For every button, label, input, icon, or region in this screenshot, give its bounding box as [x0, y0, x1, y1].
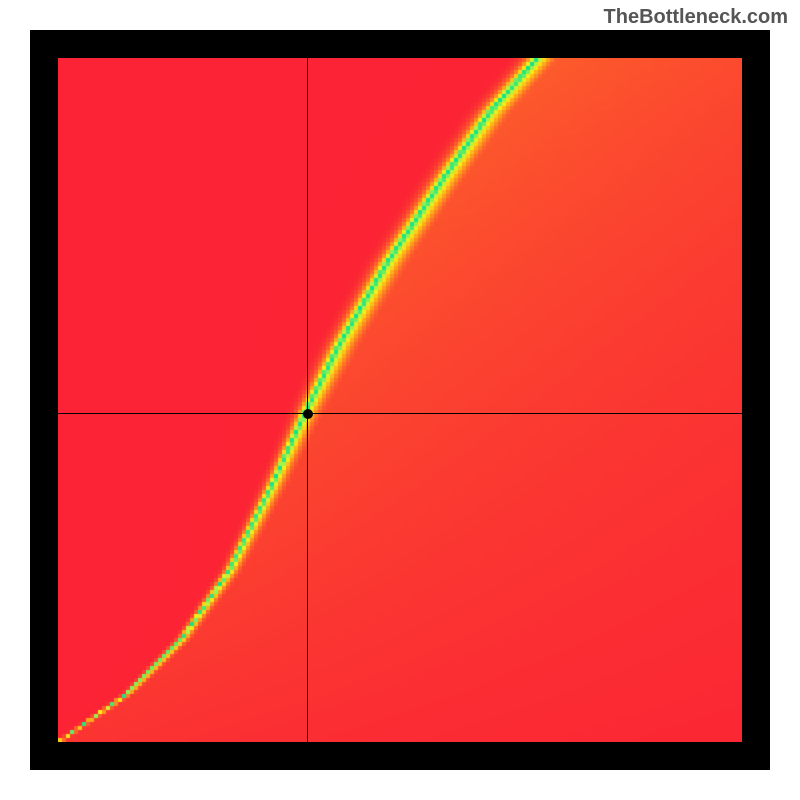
crosshair-vertical: [307, 58, 308, 742]
crosshair-dot: [303, 409, 313, 419]
watermark-text: TheBottleneck.com: [604, 6, 788, 29]
chart-container: TheBottleneck.com: [0, 0, 800, 800]
heatmap-canvas: [58, 58, 742, 742]
crosshair-horizontal: [58, 413, 742, 414]
plot-area: [58, 58, 742, 742]
